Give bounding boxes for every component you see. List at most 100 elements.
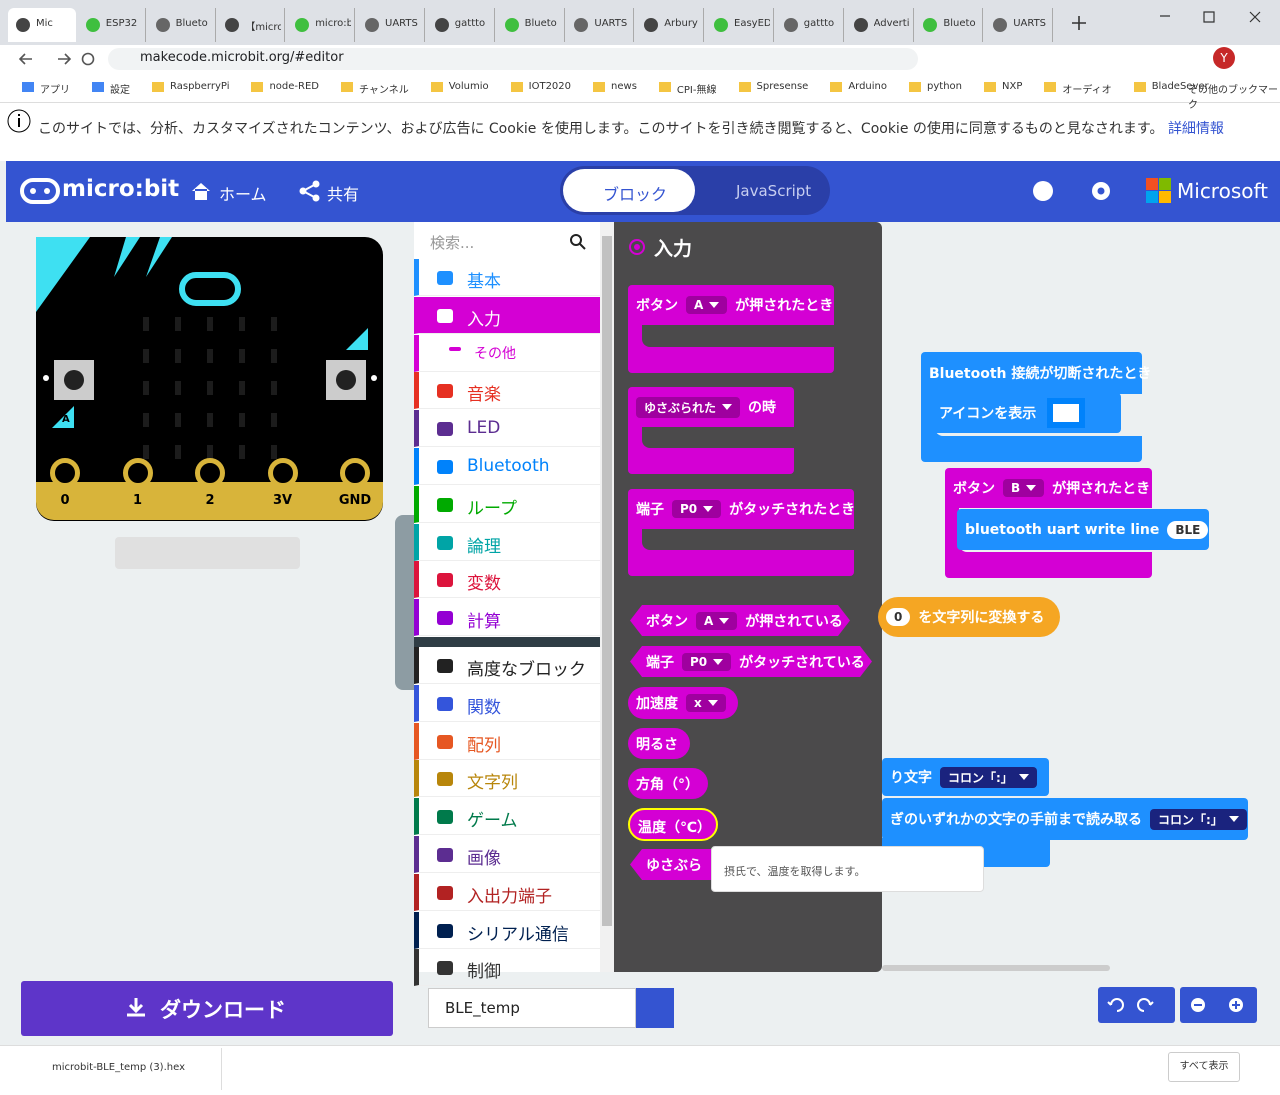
show-all[interactable]: すべて表示 <box>1168 1052 1240 1082</box>
bookmark[interactable]: チャンネル <box>359 85 409 96</box>
toolbox-category[interactable]: 変数 <box>414 561 600 599</box>
category-label[interactable]: 基本 <box>467 272 501 292</box>
category-label[interactable]: ゲーム <box>467 811 518 832</box>
search-box[interactable]: 検索... <box>430 234 475 252</box>
cookie-link[interactable]: 詳細情報 <box>1167 121 1224 137</box>
share-button[interactable]: 共有 <box>327 185 360 204</box>
toolbox-category[interactable]: 基本 <box>414 259 600 296</box>
toolbox-category[interactable]: ゲーム <box>414 798 600 836</box>
bookmark[interactable]: node-RED <box>269 81 319 92</box>
bookmark[interactable]: NXP <box>1002 81 1023 92</box>
category-label[interactable]: 変数 <box>467 574 501 595</box>
toolbox-category[interactable]: 画像 <box>414 836 600 873</box>
browser-tab[interactable]: UARTS <box>566 8 635 42</box>
bookmark[interactable]: オーディオ <box>1062 85 1112 96</box>
code-block[interactable]: ゆさぶられた の時 <box>628 387 794 474</box>
dropdown[interactable]: P0 <box>672 500 722 518</box>
toolbox-category[interactable]: シリアル通信 <box>414 911 600 949</box>
tab-title[interactable]: Advertis <box>873 18 910 29</box>
toolbox-category[interactable]: 制御 <box>414 949 600 987</box>
tab-title[interactable]: micro:b <box>315 18 352 29</box>
browser-tab[interactable]: gattto <box>427 8 495 42</box>
code-block[interactable]: 端子 P0 がタッチされたとき <box>628 489 855 576</box>
bookmark[interactable]: news <box>611 81 637 92</box>
tab-title[interactable]: EasyED <box>734 18 770 29</box>
text-input[interactable]: BLE <box>1167 520 1209 539</box>
dropdown-text[interactable]: ゆさぶられた <box>644 400 717 415</box>
other-bookmarks[interactable]: その他のブックマーク <box>1188 85 1278 111</box>
toolbox-category[interactable]: 関数 <box>414 684 600 722</box>
bookmark[interactable]: アプリ <box>40 85 70 96</box>
code-block[interactable]: 端子 P0 がタッチされている <box>630 646 872 677</box>
category-label[interactable]: 音楽 <box>467 385 501 406</box>
collapse-handle[interactable] <box>395 515 414 690</box>
dropdown-text[interactable]: P0 <box>680 502 698 516</box>
bookmark[interactable]: RaspberryPi <box>170 81 230 92</box>
browser-tab[interactable]: gattto <box>776 8 844 42</box>
bookmark[interactable]: Spresense <box>756 81 809 92</box>
tab-title[interactable]: ESP32 <box>105 18 138 29</box>
tab-title[interactable]: Mic <box>36 18 53 29</box>
browser-tab[interactable]: Blueto <box>497 8 565 42</box>
dropdown-text[interactable]: 0 <box>894 610 903 624</box>
browser-tab[interactable]: Blueto <box>148 8 216 42</box>
category-label[interactable]: 計算 <box>467 612 501 633</box>
code-block[interactable]: アイコンを表示 <box>931 393 1121 433</box>
dropdown-text[interactable]: コロン「:」 <box>948 770 1013 785</box>
category-label[interactable]: Bluetooth <box>467 456 550 476</box>
browser-tab[interactable]: micro:b <box>287 8 356 42</box>
project-name[interactable]: BLE_temp <box>445 999 520 1017</box>
browser-tab[interactable]: ESP32 <box>78 8 146 42</box>
browser-tab[interactable]: 【micro <box>217 8 286 42</box>
toolbox-category[interactable]: Bluetooth <box>414 448 600 485</box>
tab-title[interactable]: UARTS <box>385 18 418 29</box>
code-block[interactable]: 加速度 x <box>628 687 738 719</box>
code-block[interactable]: 温度（℃） <box>628 808 718 841</box>
category-label[interactable]: 関数 <box>467 697 501 718</box>
tab-title[interactable]: UARTS <box>1013 18 1047 29</box>
tab-title[interactable]: gattto <box>803 18 835 29</box>
download-label[interactable]: ダウンロード <box>160 998 286 1022</box>
toolbox-category[interactable]: LED <box>414 410 600 448</box>
code-block[interactable]: 0 を文字列に変換する <box>878 597 1060 637</box>
tab-title[interactable]: 【micro <box>245 22 282 33</box>
browser-tab[interactable]: Arbury <box>636 8 705 42</box>
javascript-tab[interactable]: JavaScript <box>736 182 812 200</box>
address-bar[interactable] <box>108 48 918 70</box>
sim-controls[interactable] <box>115 537 300 569</box>
category-label[interactable]: その他 <box>474 345 516 362</box>
download-file[interactable]: microbit-BLE_temp (3).hex <box>52 1062 185 1073</box>
dropdown-text[interactable]: A <box>694 298 704 312</box>
logo[interactable]: micro:bit <box>62 176 180 202</box>
tab-title[interactable]: Blueto <box>175 18 208 29</box>
tab-title[interactable]: UARTS <box>594 18 628 29</box>
dropdown-text[interactable]: A <box>704 613 714 628</box>
code-block[interactable]: 明るさ <box>628 728 690 759</box>
category-label[interactable]: 制御 <box>467 962 501 983</box>
toolbox-category[interactable]: 音楽 <box>414 372 600 410</box>
category-label[interactable]: 高度なブロック <box>467 660 586 680</box>
tab-title[interactable]: gattto <box>454 18 486 29</box>
code-block[interactable]: 方角（°） <box>628 768 708 799</box>
code-block[interactable]: り文字 コロン「:」 <box>882 758 1049 796</box>
profile[interactable]: Y <box>1213 47 1235 69</box>
toolbox-category[interactable]: 論理 <box>414 523 600 561</box>
toolbox-category[interactable]: 配列 <box>414 722 600 760</box>
bookmark[interactable]: BladeSever <box>1151 81 1209 92</box>
bookmark[interactable]: CPI-無線 <box>676 85 717 96</box>
browser-tab[interactable]: Mic <box>8 8 76 42</box>
dropdown[interactable]: B <box>1003 479 1045 497</box>
toolbox-category[interactable]: その他 <box>414 334 600 372</box>
text-input[interactable]: 0 <box>886 608 911 626</box>
download-item[interactable] <box>10 1048 222 1090</box>
tab-title[interactable]: Blueto <box>524 18 557 29</box>
toolbox-category[interactable]: ループ <box>414 485 600 523</box>
tab-title[interactable]: Blueto <box>943 18 976 29</box>
save-button[interactable] <box>636 988 674 1028</box>
browser-tab[interactable]: Advertis <box>846 8 914 42</box>
bookmark[interactable]: Volumio <box>448 81 489 92</box>
bookmark[interactable]: Arduino <box>848 81 888 92</box>
category-label[interactable]: 入出力端子 <box>467 886 552 907</box>
browser-tab[interactable]: UARTS <box>357 8 425 42</box>
code-block[interactable]: ぎのいずれかの文字の手前まで読み取る コロン「:」 <box>882 798 1248 840</box>
